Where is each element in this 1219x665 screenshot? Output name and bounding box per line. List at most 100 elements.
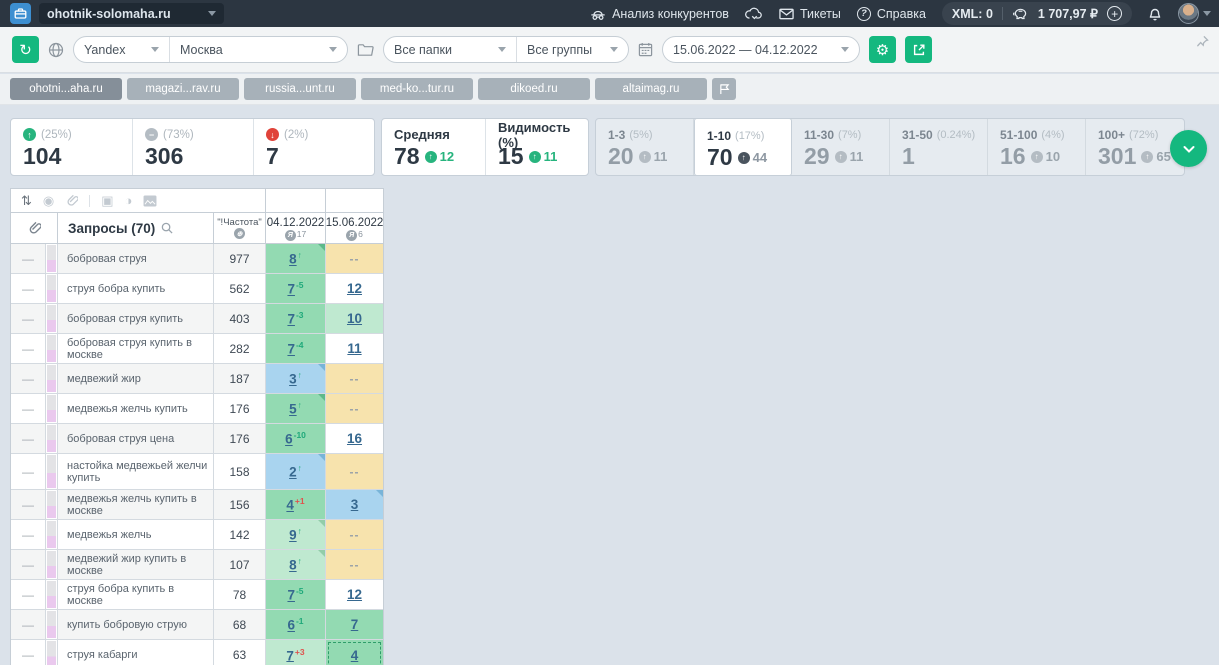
position-link[interactable]: 7-5	[287, 280, 304, 297]
position-cell-1[interactable]: 6-10	[266, 424, 326, 453]
row-drag-handle[interactable]: —	[11, 640, 46, 665]
query-cell[interactable]: бобровая струя цена	[58, 424, 214, 453]
position-link[interactable]: 8↑	[289, 250, 302, 267]
query-cell[interactable]: медвежий жир	[58, 364, 214, 393]
position-link[interactable]: 16	[346, 431, 363, 446]
position-link[interactable]: 7	[350, 617, 359, 632]
image-icon[interactable]	[143, 194, 157, 207]
position-link[interactable]: 7-5	[287, 586, 304, 603]
position-cell-1[interactable]: 7-5	[266, 580, 326, 609]
row-drag-handle[interactable]: —	[11, 550, 46, 579]
position-link[interactable]: 7+3	[286, 646, 305, 664]
search-engine-select[interactable]: Yandex	[74, 37, 169, 62]
flag-button[interactable]	[712, 78, 736, 100]
add-funds-button[interactable]: +	[1107, 6, 1122, 21]
row-drag-handle[interactable]: —	[11, 334, 46, 363]
position-cell-2[interactable]: --	[326, 454, 383, 489]
groups-select[interactable]: Все группы	[516, 37, 628, 62]
query-cell[interactable]: медвежья желчь купить	[58, 394, 214, 423]
position-link[interactable]: 4+1	[286, 496, 305, 513]
date-range-select[interactable]: 15.06.2022 — 04.12.2022	[663, 37, 859, 62]
query-cell[interactable]: бобровая струя	[58, 244, 214, 273]
query-cell[interactable]: бобровая струя купить в москве	[58, 334, 214, 363]
position-link[interactable]: 6-1	[287, 616, 304, 633]
row-drag-handle[interactable]: —	[11, 364, 46, 393]
query-cell[interactable]: струя бобра купить	[58, 274, 214, 303]
position-link[interactable]: 12	[346, 587, 363, 602]
position-cell-1[interactable]: 5↑	[266, 394, 326, 423]
project-selector[interactable]: ohotnik-solomaha.ru	[39, 3, 224, 24]
position-link[interactable]: 5↑	[289, 400, 302, 417]
xml-limits[interactable]: XML: 0	[951, 6, 993, 21]
range-stat-1-10[interactable]: 1-10 (17%) 70 ↑ 44	[694, 118, 792, 176]
target-url-column-icon[interactable]	[11, 213, 58, 243]
date-column-header-1[interactable]: 04.12.2022 Я 17	[266, 213, 326, 243]
position-link[interactable]: 2↑	[289, 463, 302, 480]
position-cell-1[interactable]: 6-1	[266, 610, 326, 639]
row-drag-handle[interactable]: —	[11, 304, 46, 333]
position-cell-2[interactable]: 7	[326, 610, 383, 639]
region-select[interactable]: Москва	[169, 37, 347, 62]
user-menu[interactable]	[1178, 3, 1211, 24]
summary-stat[interactable]: ↑ (25%) 104	[11, 119, 132, 175]
range-stat-31-50[interactable]: 31-50 (0.24%) 1	[890, 119, 988, 175]
range-stat-1-3[interactable]: 1-3 (5%) 20 ↑ 11	[596, 119, 694, 175]
position-link[interactable]: 6-10	[285, 430, 306, 447]
settings-button[interactable]: ⚙	[869, 36, 896, 63]
position-cell-1[interactable]: 7-4	[266, 334, 326, 363]
query-cell[interactable]: бобровая струя купить	[58, 304, 214, 333]
sort-icon[interactable]: ⇅	[21, 192, 32, 208]
row-drag-handle[interactable]: —	[11, 520, 46, 549]
notifications-button[interactable]	[1148, 6, 1162, 21]
position-cell-2[interactable]: 12	[326, 580, 383, 609]
query-cell[interactable]: струя кабарги	[58, 640, 214, 665]
help-link[interactable]: ? Справка	[856, 6, 926, 21]
range-stat-11-30[interactable]: 11-30 (7%) 29 ↑ 11	[792, 119, 890, 175]
date-column-header-2[interactable]: 15.06.2022 Я 6	[325, 216, 384, 241]
row-drag-handle[interactable]: —	[11, 274, 46, 303]
position-link[interactable]: 10	[346, 311, 363, 326]
collapse-stats-button[interactable]	[1170, 130, 1207, 167]
position-link[interactable]: 3↑	[289, 370, 302, 387]
position-cell-1[interactable]: 8↑	[266, 244, 326, 273]
positions-update-icon[interactable]	[744, 7, 763, 21]
folders-select[interactable]: Все папки	[384, 37, 516, 62]
query-cell[interactable]: медвежий жир купить в москве	[58, 550, 214, 579]
range-stat-51-100[interactable]: 51-100 (4%) 16 ↑ 10	[988, 119, 1086, 175]
position-link[interactable]: 4	[350, 647, 359, 663]
range-stat-100+[interactable]: 100+ (72%) 301 ↑ 65	[1086, 119, 1184, 175]
link-url-icon[interactable]	[65, 194, 79, 207]
row-drag-handle[interactable]: —	[11, 244, 46, 273]
position-cell-2[interactable]: 10	[326, 304, 383, 333]
summary-stat[interactable]: − (73%) 306	[132, 119, 253, 175]
export-button[interactable]	[905, 36, 932, 63]
competitor-tab[interactable]: magazi...rav.ru	[127, 78, 239, 100]
position-cell-2[interactable]: 11	[326, 334, 383, 363]
balance-amount[interactable]: 1 707,97 ₽	[1037, 7, 1098, 21]
projects-icon[interactable]	[10, 3, 31, 24]
row-drag-handle[interactable]: —	[11, 394, 46, 423]
competitor-tab[interactable]: dikoed.ru	[478, 78, 590, 100]
calendar-icon[interactable]	[638, 42, 653, 57]
position-cell-1[interactable]: 4+1	[266, 490, 326, 519]
query-cell[interactable]: медвежья желчь	[58, 520, 214, 549]
query-cell[interactable]: купить бобровую струю	[58, 610, 214, 639]
position-cell-2[interactable]: 3	[326, 490, 383, 519]
position-cell-1[interactable]: 7-3	[266, 304, 326, 333]
snippet-icon[interactable]: ▣	[101, 192, 114, 208]
frequency-column-header[interactable]: "!Частота" ⊕	[214, 213, 266, 243]
pin-icon[interactable]	[1196, 35, 1209, 53]
contrast-icon[interactable]: ◑	[124, 193, 133, 208]
query-cell[interactable]: медвежья желчь купить в москве	[58, 490, 214, 519]
competitor-tab[interactable]: russia...unt.ru	[244, 78, 356, 100]
target-icon[interactable]: ◉	[42, 192, 55, 208]
position-link[interactable]: 12	[346, 281, 363, 296]
position-link[interactable]: 7-3	[287, 310, 304, 327]
position-link[interactable]: 8↑	[289, 556, 302, 573]
row-drag-handle[interactable]: —	[11, 490, 46, 519]
metric-stat[interactable]: Видимость (%) 15 ↑ 11	[485, 119, 588, 175]
refresh-button[interactable]: ↻	[12, 36, 39, 63]
position-cell-2[interactable]: --	[326, 244, 383, 273]
query-cell[interactable]: настойка медвежьей желчи купить	[58, 454, 214, 489]
position-cell-2[interactable]: --	[326, 364, 383, 393]
